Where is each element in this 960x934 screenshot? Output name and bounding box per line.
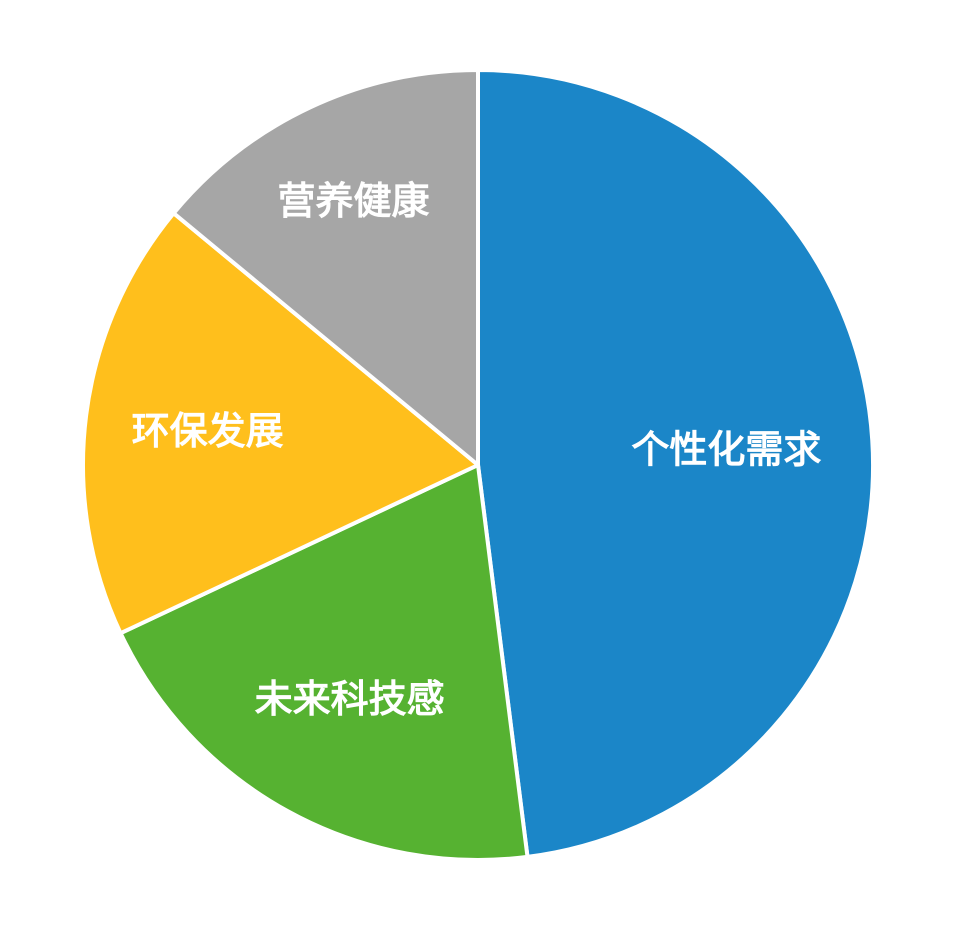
slice-label-4: 营养健康	[277, 179, 429, 223]
pie-slice-2	[118, 463, 530, 863]
pie-slice-4	[171, 68, 480, 467]
pie-slice-3	[81, 211, 480, 636]
pie-slice-1	[476, 68, 875, 859]
slice-label-1: 个性化需求	[631, 428, 821, 472]
slice-label-2: 未来科技感	[255, 677, 445, 721]
slice-label-3: 环保发展	[132, 409, 284, 453]
